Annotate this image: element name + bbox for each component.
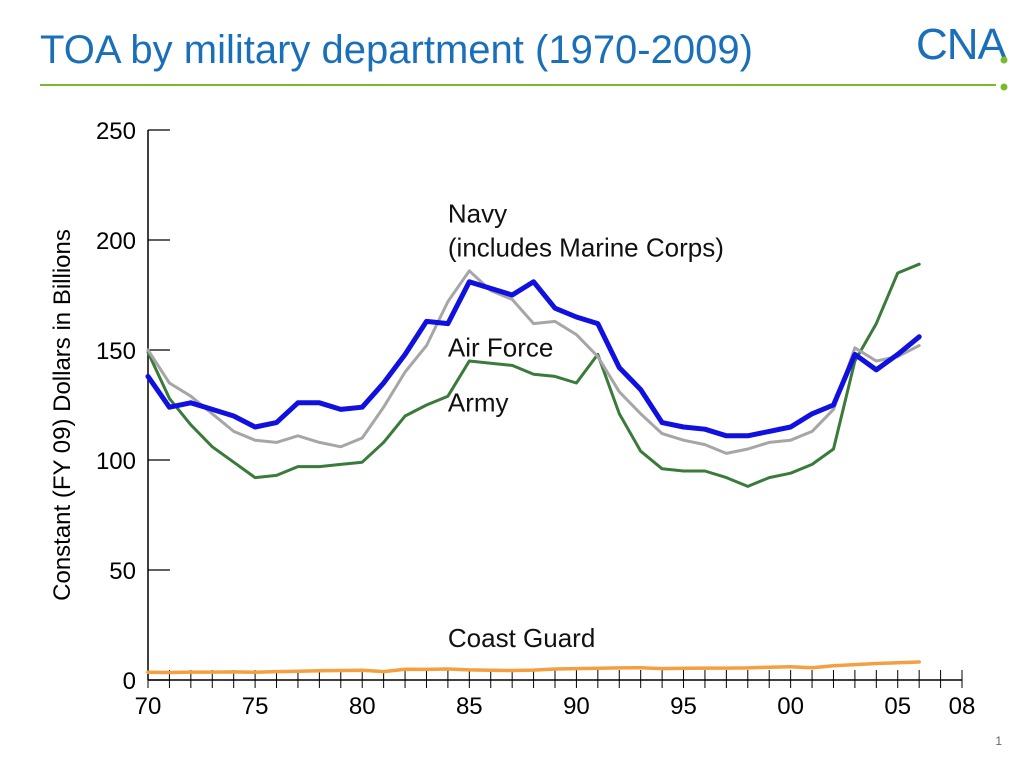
slide-title: TOA by military department (1970-2009) [40,28,753,72]
x-tick-label: 70 [135,693,162,720]
y-tick-label: 150 [96,338,136,365]
line-chart: 0 50 100 150 200 250 70 75 80 85 90 95 00 05 08 Navy (i… [49,118,975,720]
y-tick-label: 250 [96,118,136,145]
series-label-air-force: Air Force [448,333,553,363]
series-line-coast-guard [146,660,921,675]
x-tick-label: 80 [349,693,376,720]
series-line-navy [145,279,922,439]
title-rule [40,84,996,86]
y-tick-label: 0 [123,668,136,695]
logo-dot [1000,83,1008,91]
series-label-line: Coast Guard [448,623,595,653]
chart-axes [147,130,962,681]
chart-ticks: 0 50 100 150 200 250 70 75 80 85 90 95 00 05 08 [96,118,975,720]
chart-series-labels: Navy (includes Marine Corps) Air Force Army… [448,198,724,653]
series-label-line: Navy [448,198,507,228]
x-tick-label: 00 [777,693,804,720]
series-line-army [146,262,921,488]
series-label-line: (includes Marine Corps) [448,232,724,262]
series-line-air-force [146,269,921,455]
logo-dot [1000,56,1008,64]
cna-logo: CNA [916,20,1021,95]
logo-text: CNA [916,20,1007,69]
series-label-coast-guard: Coast Guard [448,623,595,653]
y-axis-title: Constant (FY 09) Dollars in Billions [49,229,76,601]
series-label-navy: Navy (includes Marine Corps) [448,198,724,262]
x-tick-label: 75 [242,693,269,720]
x-tick-label: 95 [670,693,697,720]
y-tick-label: 200 [96,228,136,255]
logo-dots [1000,56,1008,91]
y-tick-label: 100 [96,448,136,475]
chart-series-lines [145,262,922,675]
title-rule-line [40,84,996,86]
series-label-line: Air Force [448,333,553,363]
page-number: 1 [995,734,1002,748]
x-tick-label: 08 [949,693,976,720]
series-label-line: Army [448,388,509,418]
x-tick-label: 90 [563,693,590,720]
x-tick-label: 85 [456,693,483,720]
y-tick-label: 50 [109,558,136,585]
series-label-army: Army [448,388,509,418]
x-tick-label: 05 [884,693,911,720]
